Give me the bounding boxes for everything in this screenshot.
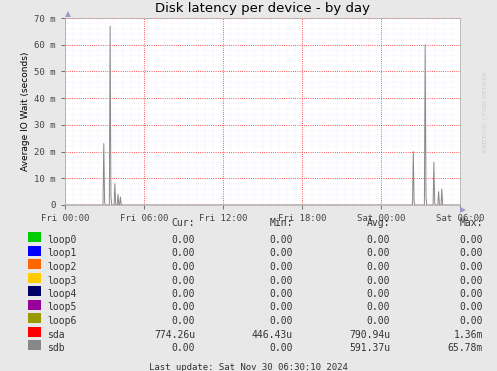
Text: 0.00: 0.00 [269, 276, 293, 286]
Title: Disk latency per device - by day: Disk latency per device - by day [155, 3, 370, 16]
Text: 0.00: 0.00 [171, 289, 195, 299]
Text: Avg:: Avg: [366, 218, 390, 228]
Text: 0.00: 0.00 [171, 302, 195, 312]
Text: 1.36m: 1.36m [454, 329, 483, 339]
Text: 0.00: 0.00 [171, 235, 195, 245]
Text: 0.00: 0.00 [366, 289, 390, 299]
Text: 0.00: 0.00 [269, 343, 293, 353]
Text: 0.00: 0.00 [460, 262, 483, 272]
Text: 0.00: 0.00 [460, 302, 483, 312]
Text: 0.00: 0.00 [460, 289, 483, 299]
Text: 0.00: 0.00 [171, 276, 195, 286]
Text: loop2: loop2 [47, 262, 77, 272]
Text: loop0: loop0 [47, 235, 77, 245]
Text: 0.00: 0.00 [460, 316, 483, 326]
Text: 0.00: 0.00 [171, 262, 195, 272]
Text: 0.00: 0.00 [460, 276, 483, 286]
Text: 0.00: 0.00 [366, 316, 390, 326]
Text: 0.00: 0.00 [269, 249, 293, 259]
Text: 0.00: 0.00 [171, 249, 195, 259]
Text: 0.00: 0.00 [366, 262, 390, 272]
Text: 0.00: 0.00 [269, 302, 293, 312]
Text: loop6: loop6 [47, 316, 77, 326]
Text: 591.37u: 591.37u [349, 343, 390, 353]
Text: Min:: Min: [269, 218, 293, 228]
Text: loop1: loop1 [47, 249, 77, 259]
Y-axis label: Average IO Wait (seconds): Average IO Wait (seconds) [21, 52, 30, 171]
Text: 0.00: 0.00 [269, 316, 293, 326]
Text: sda: sda [47, 329, 65, 339]
Text: 0.00: 0.00 [366, 249, 390, 259]
Text: RRDTOOL / TOBI OETIKER: RRDTOOL / TOBI OETIKER [482, 71, 487, 152]
Text: ▶: ▶ [460, 205, 466, 214]
Text: 0.00: 0.00 [460, 235, 483, 245]
Text: loop4: loop4 [47, 289, 77, 299]
Text: Max:: Max: [460, 218, 483, 228]
Text: sdb: sdb [47, 343, 65, 353]
Text: 0.00: 0.00 [171, 316, 195, 326]
Text: Last update: Sat Nov 30 06:30:10 2024: Last update: Sat Nov 30 06:30:10 2024 [149, 362, 348, 371]
Text: Cur:: Cur: [171, 218, 195, 228]
Text: 0.00: 0.00 [269, 235, 293, 245]
Text: loop5: loop5 [47, 302, 77, 312]
Text: 0.00: 0.00 [269, 262, 293, 272]
Text: 0.00: 0.00 [460, 249, 483, 259]
Text: loop3: loop3 [47, 276, 77, 286]
Text: 0.00: 0.00 [366, 235, 390, 245]
Text: 65.78m: 65.78m [448, 343, 483, 353]
Text: ▲: ▲ [65, 9, 71, 18]
Text: 0.00: 0.00 [366, 276, 390, 286]
Text: 446.43u: 446.43u [252, 329, 293, 339]
Text: 790.94u: 790.94u [349, 329, 390, 339]
Text: 0.00: 0.00 [171, 343, 195, 353]
Text: 0.00: 0.00 [269, 289, 293, 299]
Text: 0.00: 0.00 [366, 302, 390, 312]
Text: 774.26u: 774.26u [154, 329, 195, 339]
